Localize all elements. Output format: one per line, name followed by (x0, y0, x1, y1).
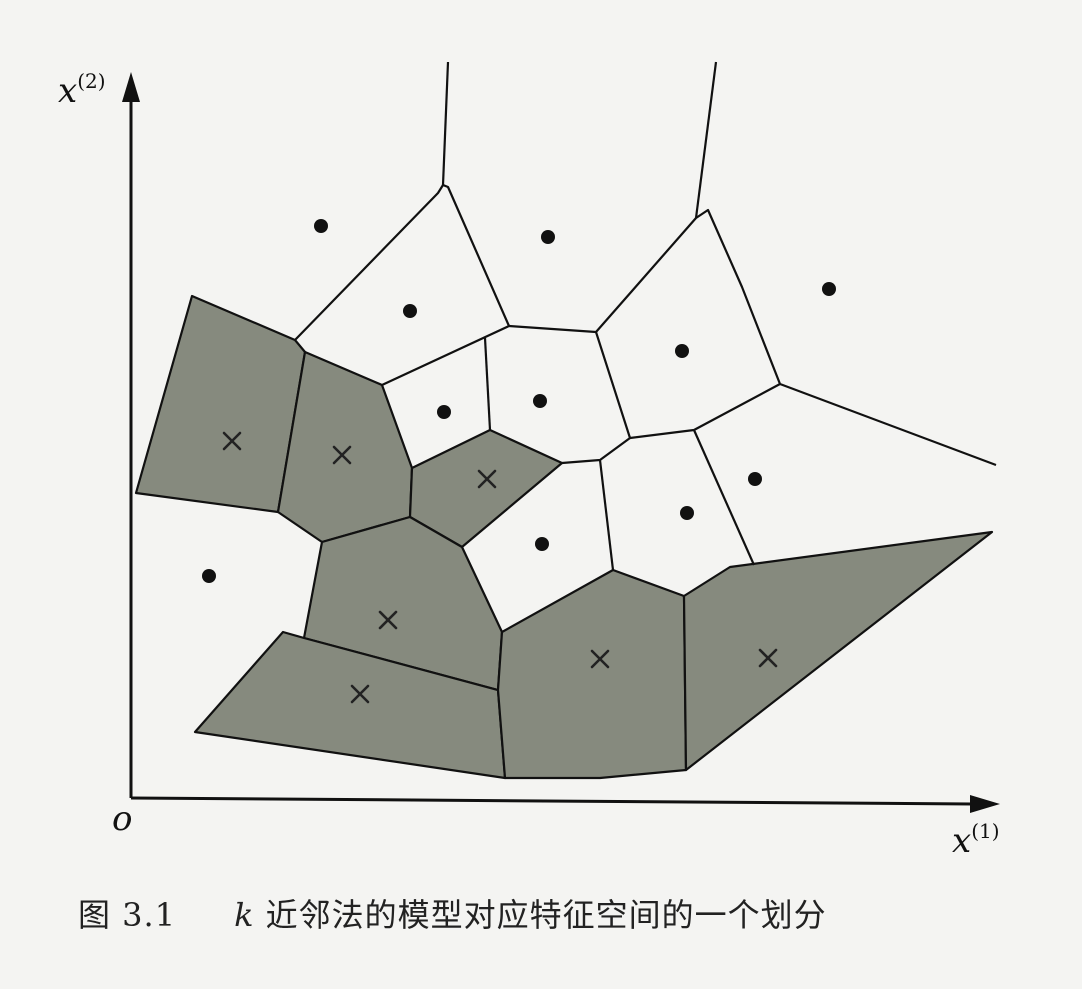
axes (122, 72, 1000, 813)
x-axis (130, 796, 973, 806)
gray-cell-6 (496, 568, 688, 780)
boundary-cell-e (483, 337, 492, 431)
dot-instance (403, 304, 417, 318)
dot-instance (533, 394, 547, 408)
dot-instance (202, 569, 216, 583)
dot-instance (314, 219, 328, 233)
region-boundaries (294, 61, 997, 571)
dot-instance (822, 282, 836, 296)
gray-regions (134, 294, 994, 780)
caption-text: 近邻法的模型对应特征空间的一个划分 (254, 896, 827, 934)
boundary-cell-a (294, 183, 511, 341)
dot-instance (437, 405, 451, 419)
x-axis-label: x(1) (952, 819, 1000, 861)
boundary-cell-f (561, 437, 631, 465)
dot-instance (675, 344, 689, 358)
gray-cell-3 (408, 428, 564, 549)
cross-instance (222, 431, 242, 451)
cross-instance (378, 610, 398, 630)
boundary-cell-g (598, 459, 615, 571)
cross-instance (350, 684, 370, 704)
caption-variable: k (234, 896, 255, 934)
boundary-cell-c (508, 208, 997, 467)
y-axis-arrow (122, 72, 140, 102)
y-axis-label: x(2) (58, 69, 106, 111)
cross-instances (222, 431, 778, 704)
boundary-cell-h (692, 429, 756, 566)
boundary-cell-b (381, 325, 510, 386)
boundary-cell-d (594, 331, 781, 440)
cross-instance (590, 649, 610, 669)
boundary-top-left (441, 61, 450, 186)
cross-instance (758, 648, 778, 668)
cross-instance (477, 469, 497, 489)
dot-instance (748, 472, 762, 486)
figure-number: 图 3.1 (78, 896, 177, 934)
dot-instance (541, 230, 555, 244)
gray-cell-7 (682, 530, 994, 772)
x-axis-arrow (970, 795, 1000, 813)
origin-label: o (112, 799, 132, 839)
gray-cell-1 (134, 294, 307, 514)
dot-instance (680, 506, 694, 520)
cross-instance (332, 445, 352, 465)
dot-instance (535, 537, 549, 551)
figure-caption: 图 3.1 k 近邻法的模型对应特征空间的一个划分 (78, 890, 827, 936)
dot-instances (202, 219, 836, 583)
boundary-top-right (694, 61, 718, 219)
